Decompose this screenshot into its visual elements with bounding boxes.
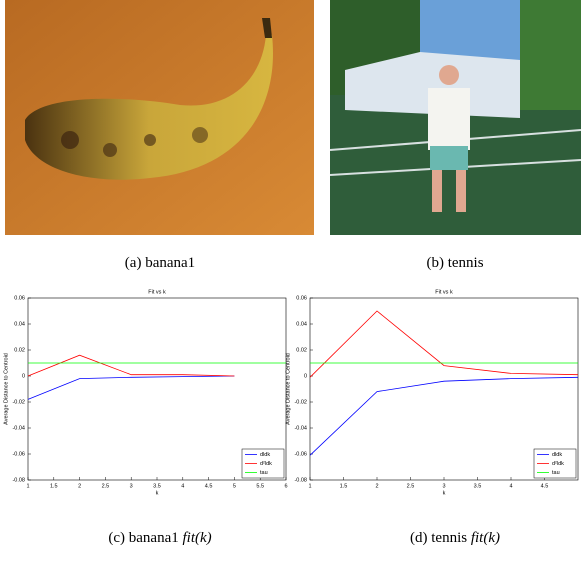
legend-label: tau: [260, 470, 268, 476]
y-tick-label: -0.08: [12, 477, 25, 483]
y-tick-label: -0.08: [294, 477, 307, 483]
caption-text: banana1: [129, 530, 179, 546]
x-tick-label: 1.5: [340, 483, 348, 489]
x-tick-label: 2.5: [407, 483, 415, 489]
y-tick-label: 0.04: [296, 321, 307, 327]
y-tick-label: 0.06: [296, 295, 307, 301]
x-axis-label: k: [156, 490, 159, 496]
x-tick-label: 3: [442, 483, 445, 489]
caption-text: tennis: [448, 255, 484, 271]
legend-label: tau: [552, 470, 560, 476]
caption: (a) banana1: [125, 255, 195, 271]
y-tick-label: 0.02: [296, 347, 307, 353]
y-tick-label: 0: [304, 373, 307, 379]
caption-text: banana1: [145, 255, 195, 271]
y-tick-label: -0.02: [12, 399, 25, 405]
photo-tennis: [330, 0, 581, 235]
legend-label: d²ldk: [552, 461, 564, 467]
x-axis-label: k: [443, 490, 446, 496]
y-axis-label: Average Distance to Centroid: [3, 353, 9, 425]
chart-title: Fit vs k: [435, 289, 453, 295]
figure: (a) banana1 (b) tennis (c) banana1 fit(k…: [0, 0, 581, 562]
x-tick-label: 4: [509, 483, 512, 489]
x-tick-label: 1: [308, 483, 311, 489]
x-tick-label: 2: [78, 483, 81, 489]
y-tick-label: -0.04: [12, 425, 25, 431]
x-tick-label: 4: [181, 483, 184, 489]
y-tick-label: 0.02: [14, 347, 25, 353]
caption-label: (a): [125, 255, 142, 271]
y-tick-label: -0.04: [294, 425, 307, 431]
caption: (c) banana1 fit(k): [108, 530, 211, 546]
caption: (b) tennis: [426, 255, 483, 271]
y-tick-label: -0.02: [294, 399, 307, 405]
x-tick-label: 2.5: [102, 483, 110, 489]
x-tick-label: 6: [284, 483, 287, 489]
caption-math: fit(k): [182, 530, 211, 546]
legend-label: d²ldk: [260, 461, 272, 467]
x-tick-label: 1: [26, 483, 29, 489]
photo-banana: [5, 0, 314, 235]
caption-text: tennis: [431, 530, 467, 546]
x-tick-label: 4.5: [205, 483, 213, 489]
caption-label: (c): [108, 530, 125, 546]
x-tick-label: 3: [130, 483, 133, 489]
y-tick-label: -0.06: [294, 451, 307, 457]
y-axis-label: Average Distance to Centroid: [285, 353, 291, 425]
y-tick-label: 0.04: [14, 321, 25, 327]
x-tick-label: 4.5: [541, 483, 549, 489]
y-tick-label: -0.06: [12, 451, 25, 457]
x-tick-label: 5: [233, 483, 236, 489]
x-tick-label: 5.5: [256, 483, 264, 489]
y-tick-label: 0.06: [14, 295, 25, 301]
chart-title: Fit vs k: [148, 289, 166, 295]
caption: (d) tennis fit(k): [410, 530, 500, 546]
caption-label: (b): [426, 255, 444, 271]
x-tick-label: 2: [375, 483, 378, 489]
legend-label: dldk: [552, 452, 562, 458]
caption-math: fit(k): [471, 530, 500, 546]
x-tick-label: 1.5: [50, 483, 58, 489]
caption-label: (d): [410, 530, 428, 546]
y-tick-label: 0: [22, 373, 25, 379]
x-tick-label: 3.5: [153, 483, 161, 489]
x-tick-label: 3.5: [474, 483, 482, 489]
legend-label: dldk: [260, 452, 270, 458]
